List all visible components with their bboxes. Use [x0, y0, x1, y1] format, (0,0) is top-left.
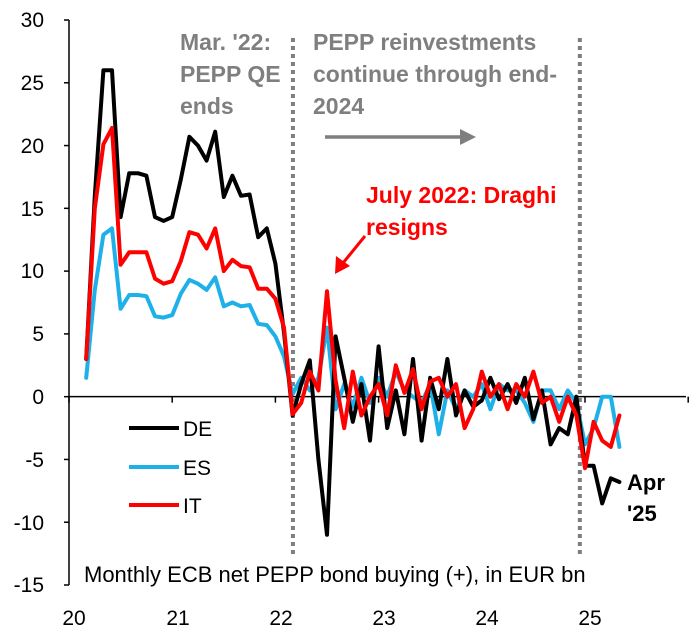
apr25-annotation-line: Apr [627, 470, 665, 495]
y-tick-label: 15 [21, 198, 44, 221]
y-tick-label: -5 [25, 449, 44, 472]
x-tick-label: 23 [372, 607, 395, 630]
draghi-annotation-line: July 2022: Draghi [366, 182, 556, 208]
mar22-annotation-line: Mar. '22: [180, 29, 271, 55]
axes [64, 19, 689, 586]
vertical-markers [290, 38, 582, 555]
y-tick-label: -15 [14, 574, 44, 597]
x-tick-label: 24 [475, 607, 499, 630]
legend-label-es: ES [183, 457, 211, 480]
chart-caption: Monthly ECB net PEPP bond buying (+), in… [84, 562, 586, 587]
y-tick-label: 25 [21, 72, 44, 95]
draghi-arrow [341, 235, 367, 264]
x-tick-label: 22 [269, 607, 292, 630]
mar22-annotation-line: ends [180, 93, 234, 119]
apr25-annotation-line: '25 [627, 501, 657, 526]
reinvest-annotation-line: 2024 [313, 93, 364, 119]
draghi-annotation-line: resigns [366, 214, 448, 240]
y-tick-label: 30 [21, 9, 44, 32]
legend-label-de: DE [183, 418, 212, 441]
reinvest-annotation-line: PEPP reinvestments [313, 29, 536, 55]
series-line-de [84, 68, 622, 537]
x-tick-labels: 20 21 22 23 24 25 [62, 607, 601, 630]
mar22-annotation-line: PEPP QE [180, 61, 281, 87]
series-line-it [84, 126, 622, 471]
legend: DE ES IT [129, 418, 212, 518]
series-line-es [84, 226, 622, 449]
reinvest-annotation-line: continue through end- [313, 61, 557, 87]
y-tick-label: 20 [21, 135, 44, 158]
x-tick-label: 21 [166, 607, 189, 630]
x-tick-label: 25 [578, 607, 601, 630]
y-tick-label: -10 [14, 512, 44, 535]
y-tick-labels: 30 25 20 15 10 5 0 -5 -10 -15 [14, 9, 44, 597]
y-tick-label: 5 [32, 323, 44, 346]
series-layer [84, 68, 622, 537]
legend-label-it: IT [183, 495, 202, 518]
y-tick-label: 0 [32, 386, 44, 409]
y-tick-label: 10 [21, 260, 44, 283]
annotations: Mar. '22: PEPP QE ends PEPP reinvestment… [180, 29, 665, 526]
reinvest-arrow-head [460, 129, 476, 145]
x-tick-label: 20 [62, 607, 85, 630]
draghi-arrow-head [335, 256, 350, 274]
